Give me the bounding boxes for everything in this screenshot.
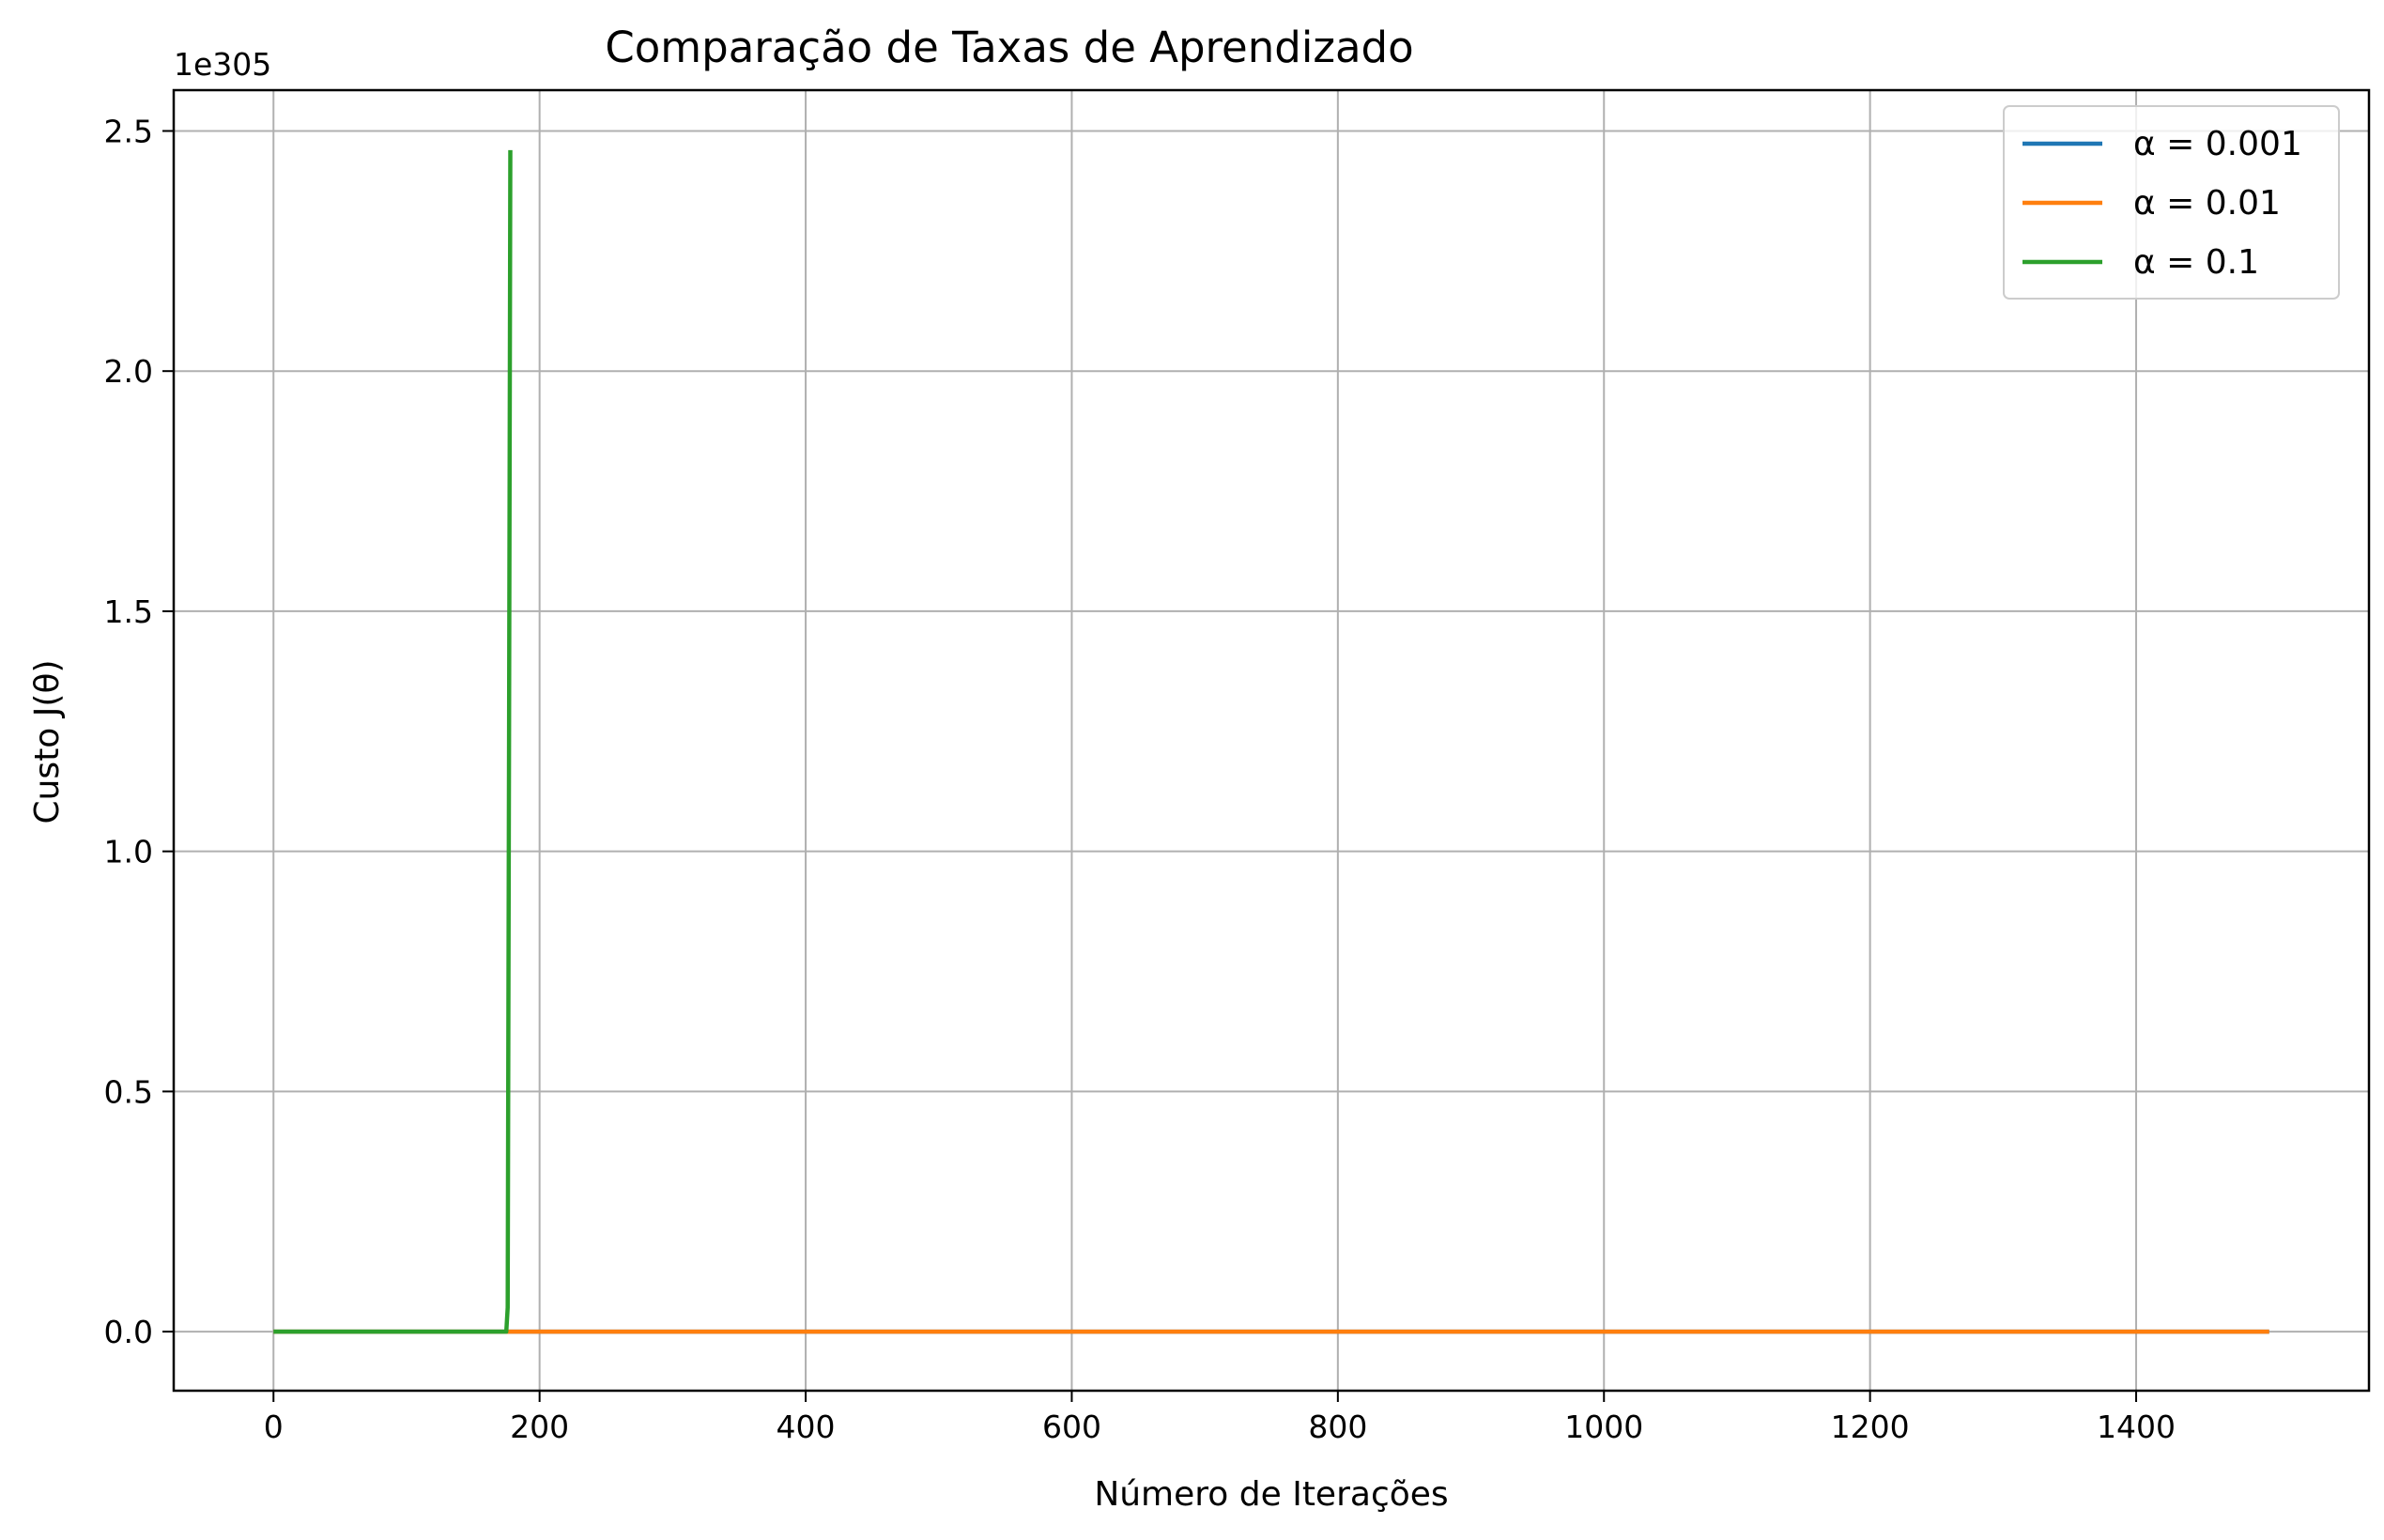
y-tick-label: 2.5: [104, 113, 153, 149]
x-tick-label: 1400: [2097, 1409, 2176, 1445]
x-tick-label: 1000: [1564, 1409, 1643, 1445]
x-tick-label: 800: [1308, 1409, 1367, 1445]
y-offset-label: 1e305: [174, 46, 271, 83]
x-tick-label: 400: [777, 1409, 836, 1445]
legend-label: α = 0.001: [2133, 125, 2302, 163]
chart-title: Comparação de Taxas de Aprendizado: [605, 23, 1413, 72]
y-axis-ticks: 0.0 0.5 1.0 1.5 2.0 2.5: [104, 113, 174, 1350]
y-tick-label: 0.5: [104, 1073, 153, 1110]
x-tick-label: 600: [1042, 1409, 1101, 1445]
x-axis-label: Número de Iterações: [1094, 1475, 1448, 1514]
series-line-3: [273, 149, 513, 1334]
legend: α = 0.001 α = 0.01 α = 0.1: [2003, 105, 2340, 300]
series-lines: [273, 149, 2269, 1334]
y-tick-label: 1.5: [104, 593, 153, 630]
x-tick-label: 1200: [1831, 1409, 1910, 1445]
y-tick-label: 2.0: [104, 353, 153, 390]
y-tick-label: 1.0: [104, 834, 153, 870]
x-tick-label: 200: [510, 1409, 569, 1445]
plot-frame: [172, 88, 2371, 1393]
x-tick-label: 0: [264, 1409, 284, 1445]
y-tick-label: 0.0: [104, 1314, 153, 1350]
legend-box: [2003, 105, 2340, 300]
legend-label: α = 0.1: [2133, 243, 2259, 282]
y-axis-label: Custo J(θ): [28, 659, 67, 824]
x-axis-ticks: 0 200 400 600 800 1000 1200 1400: [264, 1391, 2176, 1445]
legend-label: α = 0.01: [2133, 184, 2281, 223]
